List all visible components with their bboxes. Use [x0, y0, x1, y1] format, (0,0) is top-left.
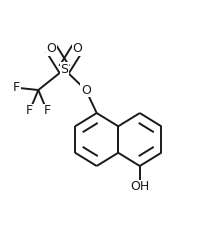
Text: F: F [26, 104, 33, 117]
Text: S: S [60, 63, 68, 76]
Text: F: F [43, 104, 51, 117]
Text: OH: OH [130, 180, 149, 193]
Text: O: O [72, 42, 82, 55]
Text: O: O [81, 83, 91, 96]
Text: O: O [46, 42, 56, 55]
Text: F: F [13, 81, 20, 94]
